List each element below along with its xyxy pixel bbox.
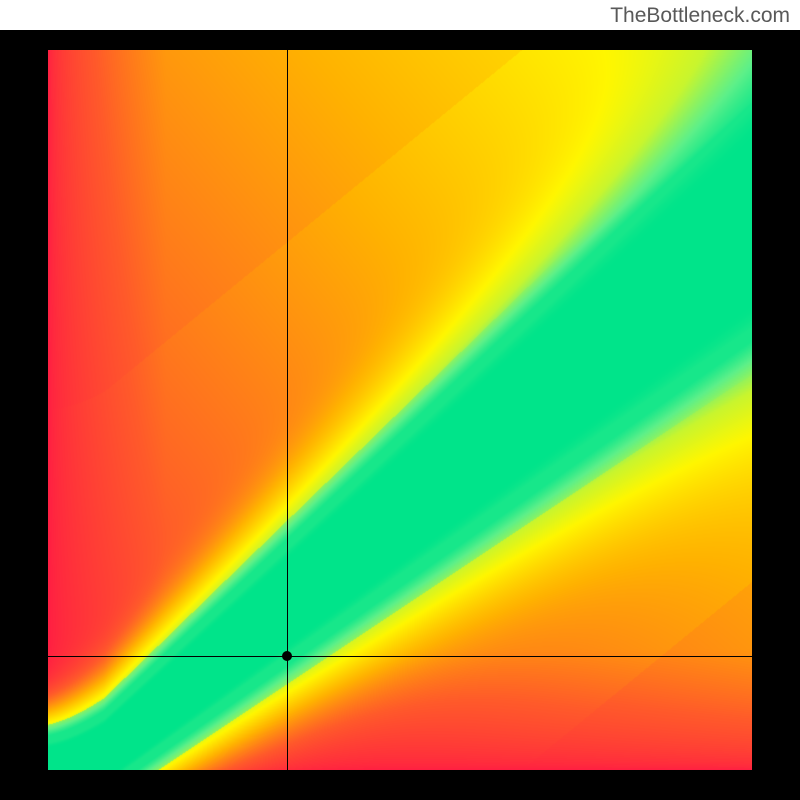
crosshair-horizontal bbox=[48, 656, 752, 657]
crosshair-vertical bbox=[287, 50, 288, 770]
watermark-text: TheBottleneck.com bbox=[610, 4, 790, 28]
outer-frame bbox=[0, 30, 800, 800]
heatmap-canvas bbox=[48, 50, 752, 770]
chart-container: TheBottleneck.com bbox=[0, 0, 800, 800]
crosshair-marker bbox=[282, 651, 292, 661]
plot-area bbox=[48, 50, 752, 770]
